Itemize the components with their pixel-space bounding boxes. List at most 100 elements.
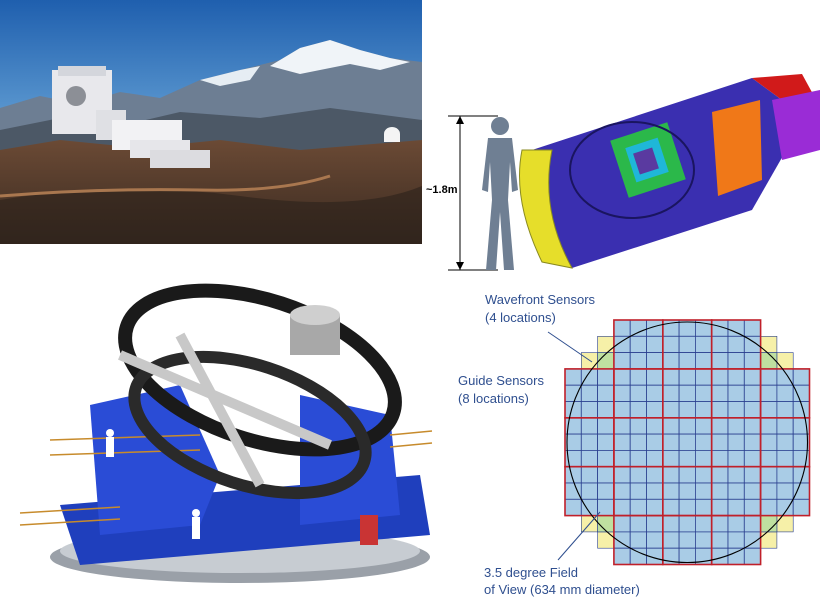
wavefront-sensor <box>760 352 778 370</box>
wavefront-sensor <box>760 515 778 533</box>
ccd-cell <box>613 515 631 533</box>
ccd-cell <box>727 498 745 517</box>
field-of-view-circle <box>566 321 809 564</box>
ccd-cell <box>564 498 582 517</box>
ccd-cell <box>727 449 745 468</box>
ccd-cell <box>662 384 680 402</box>
ccd-cell <box>776 482 794 500</box>
ccd-cell <box>711 498 729 517</box>
ccd-cell <box>694 417 713 435</box>
ccd-cell <box>711 352 729 370</box>
wavefront-leader-line <box>547 331 593 363</box>
ccd-cell <box>597 417 615 435</box>
ccd-cell <box>580 401 599 419</box>
guide-sensor <box>776 352 794 370</box>
guide-sensors-detail: (8 locations) <box>458 391 529 406</box>
ccd-cell <box>678 417 696 435</box>
ccd-cell <box>694 531 713 549</box>
ccd-cell <box>613 547 631 565</box>
ccd-cell <box>662 449 680 468</box>
ccd-cell <box>646 335 664 353</box>
guide-sensor <box>760 335 778 353</box>
ccd-cell <box>580 417 599 435</box>
ccd-cell <box>727 466 745 484</box>
ccd-cell <box>694 433 713 451</box>
guide-sensor <box>760 531 778 549</box>
ccd-cell <box>743 515 761 533</box>
ccd-cell <box>727 482 745 500</box>
ccd-cell <box>662 498 680 517</box>
ccd-cell <box>711 335 729 353</box>
focal-plane-diagram: Wavefront Sensors (4 locations) Guide Se… <box>440 280 820 600</box>
ccd-cell <box>760 433 778 451</box>
camera-height-label: ~1.8m <box>426 184 458 196</box>
ccd-cell <box>629 449 647 468</box>
ccd-cell <box>678 531 696 549</box>
ccd-cell <box>743 449 761 468</box>
ccd-cell <box>694 498 713 517</box>
ccd-cell <box>694 482 713 500</box>
human-silhouette <box>482 117 518 270</box>
ccd-cell <box>629 319 647 337</box>
wavefront-sensors-title: Wavefront Sensors <box>485 292 596 307</box>
raft-border <box>759 465 811 517</box>
ccd-cell <box>727 531 745 549</box>
ccd-cell <box>727 433 745 451</box>
ccd-cell <box>646 449 664 468</box>
ccd-cell <box>613 498 631 517</box>
ccd-cell <box>678 449 696 468</box>
ccd-cell <box>646 384 664 402</box>
ccd-cell <box>776 449 794 468</box>
wavefront-sensor <box>597 352 615 370</box>
ccd-cell <box>662 335 680 353</box>
ccd-cell <box>629 498 647 517</box>
ccd-cell <box>792 482 810 500</box>
ccd-cell <box>776 401 794 419</box>
ccd-cell <box>597 449 615 468</box>
ccd-cell <box>662 515 680 533</box>
ccd-cell <box>760 466 778 484</box>
ccd-cell <box>662 352 680 370</box>
ccd-cell <box>613 368 631 386</box>
guide-sensor <box>597 335 615 353</box>
camera-cutaway-diagram: ~1.8m <box>422 0 820 290</box>
ccd-cell <box>760 482 778 500</box>
ccd-cell <box>613 352 631 370</box>
ccd-cell <box>694 466 713 484</box>
ccd-cell <box>727 335 745 353</box>
ccd-cell <box>743 482 761 500</box>
ccd-cell <box>711 401 729 419</box>
ccd-cell <box>727 319 745 337</box>
ccd-cell <box>743 401 761 419</box>
ccd-cell <box>662 466 680 484</box>
ccd-cell <box>743 433 761 451</box>
ccd-cell <box>629 531 647 549</box>
ccd-cell <box>662 531 680 549</box>
ccd-cell <box>694 401 713 419</box>
ccd-cell <box>662 417 680 435</box>
ccd-cell <box>613 401 631 419</box>
ccd-cell <box>629 433 647 451</box>
ccd-cell <box>580 466 599 484</box>
ccd-cell <box>776 466 794 484</box>
ccd-cell <box>760 384 778 402</box>
ccd-cell <box>597 401 615 419</box>
ccd-cell <box>711 449 729 468</box>
ccd-cell <box>662 401 680 419</box>
ccd-cell <box>646 498 664 517</box>
ccd-cell <box>776 384 794 402</box>
raft-border <box>710 514 762 566</box>
ccd-cell <box>646 482 664 500</box>
ccd-cell <box>629 335 647 353</box>
ccd-cell <box>743 384 761 402</box>
ccd-cell <box>646 515 664 533</box>
ccd-cell <box>743 498 761 517</box>
ccd-cell <box>694 335 713 353</box>
ccd-cell <box>613 417 631 435</box>
ccd-cell <box>678 466 696 484</box>
ccd-cell <box>678 482 696 500</box>
ccd-cell <box>564 384 582 402</box>
ccd-cell <box>678 515 696 533</box>
ccd-cell <box>580 449 599 468</box>
ccd-cell <box>597 384 615 402</box>
